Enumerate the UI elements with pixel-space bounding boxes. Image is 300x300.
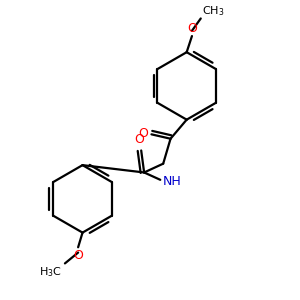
Text: H$_3$C: H$_3$C <box>39 265 62 279</box>
Text: O: O <box>134 134 144 146</box>
Text: O: O <box>73 249 83 262</box>
Text: NH: NH <box>163 175 182 188</box>
Text: CH$_3$: CH$_3$ <box>202 4 224 18</box>
Text: O: O <box>138 127 148 140</box>
Text: O: O <box>187 22 197 34</box>
